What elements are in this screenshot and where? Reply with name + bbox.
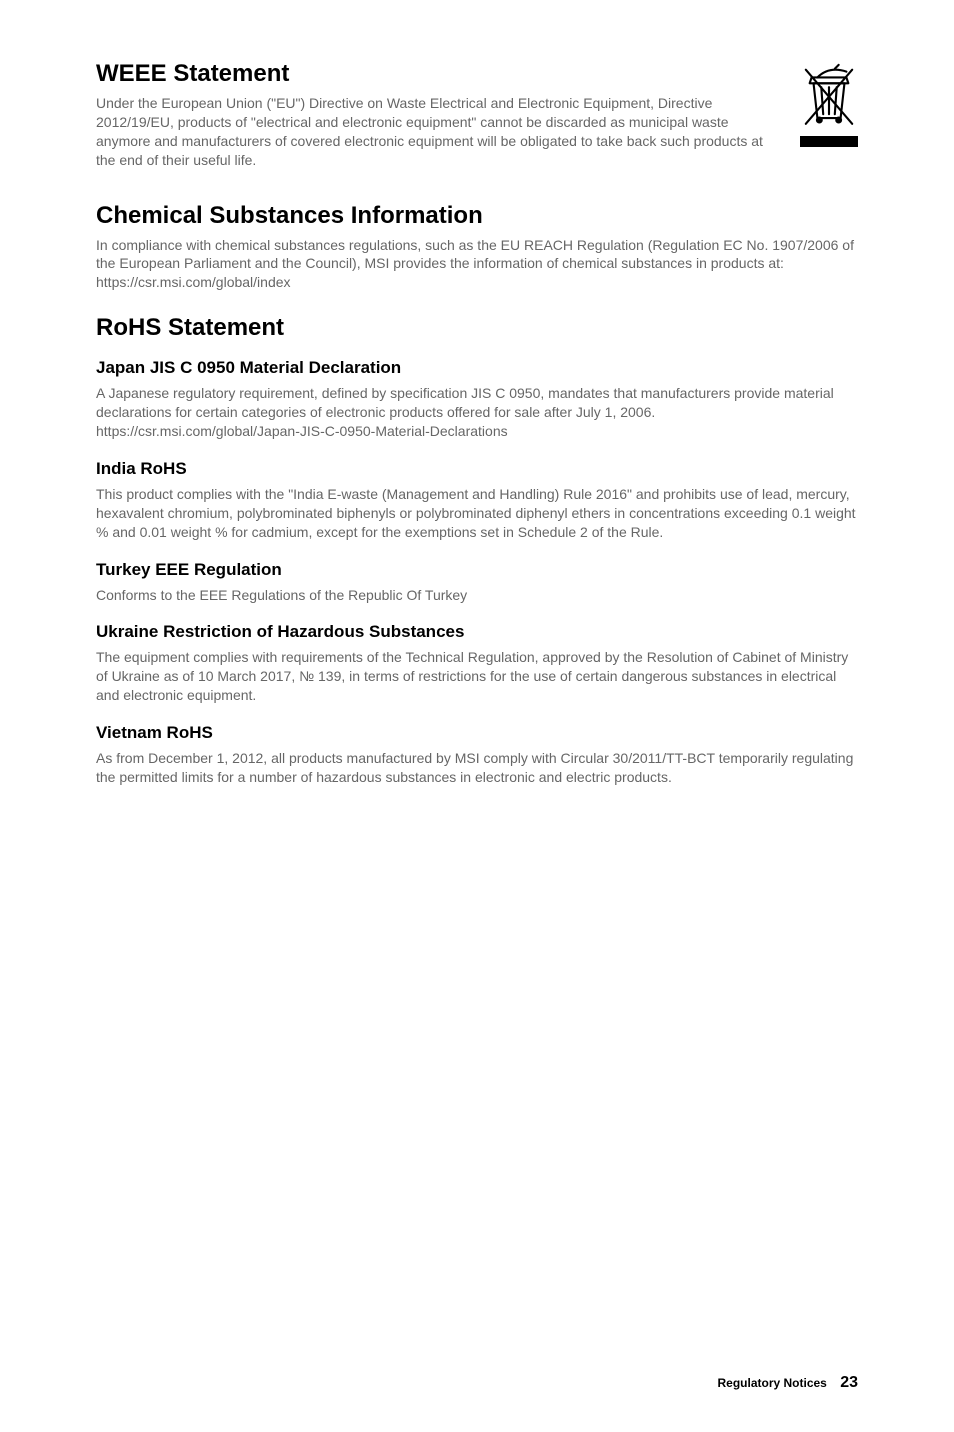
footer-label: Regulatory Notices — [718, 1376, 827, 1390]
japan-title: Japan JIS C 0950 Material Declaration — [96, 358, 858, 378]
vietnam-title: Vietnam RoHS — [96, 723, 858, 743]
weee-body: Under the European Union ("EU") Directiv… — [96, 94, 776, 170]
india-body: This product complies with the "India E-… — [96, 485, 858, 542]
chem-title: Chemical Substances Information — [96, 202, 858, 230]
weee-underline-bar — [800, 136, 858, 147]
footer-page-number: 23 — [840, 1374, 858, 1391]
rohs-title: RoHS Statement — [96, 314, 858, 342]
vietnam-body: As from December 1, 2012, all products m… — [96, 749, 858, 787]
weee-title: WEEE Statement — [96, 60, 776, 88]
india-title: India RoHS — [96, 459, 858, 479]
japan-body: A Japanese regulatory requirement, defin… — [96, 384, 858, 441]
chem-body: In compliance with chemical substances r… — [96, 236, 858, 293]
ukraine-body: The equipment complies with requirements… — [96, 648, 858, 705]
turkey-body: Conforms to the EEE Regulations of the R… — [96, 586, 858, 605]
page-footer: Regulatory Notices 23 — [718, 1374, 859, 1392]
turkey-title: Turkey EEE Regulation — [96, 560, 858, 580]
weee-bin-icon — [800, 62, 858, 147]
ukraine-title: Ukraine Restriction of Hazardous Substan… — [96, 622, 858, 642]
